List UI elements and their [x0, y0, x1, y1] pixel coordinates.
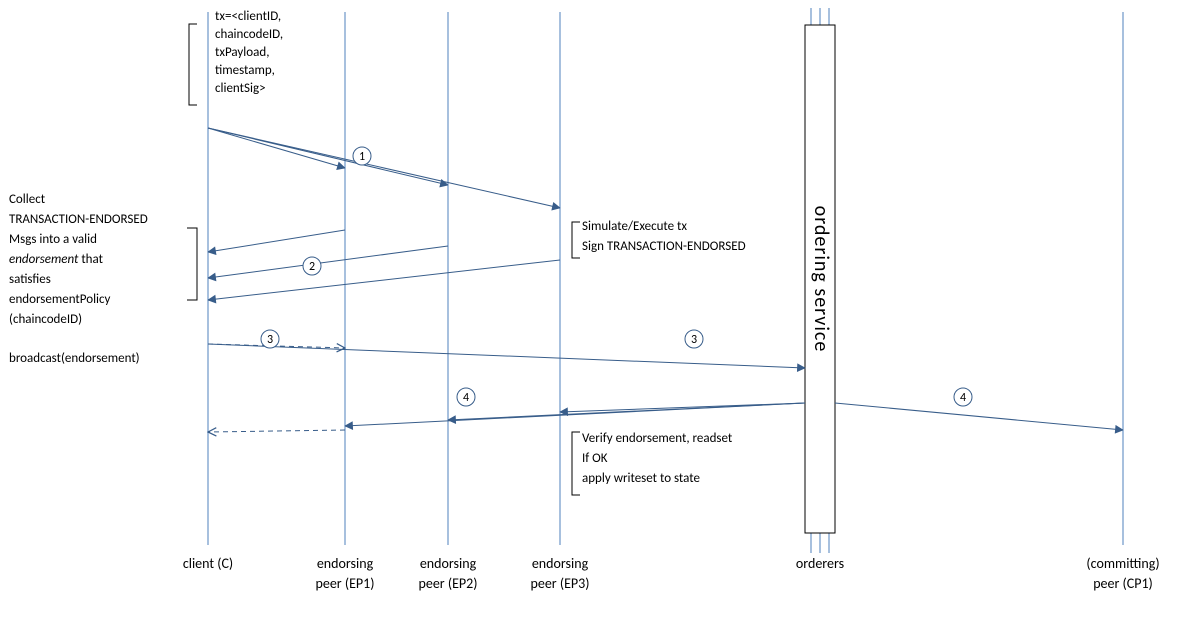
ordering-service-label: ordering service — [809, 206, 833, 353]
collect-note-bracket — [187, 228, 197, 300]
message-arrow-3 — [208, 230, 345, 252]
tx-note-line-4: clientSig> — [215, 81, 266, 96]
participant-label-ep1-l1: endorsing — [317, 555, 374, 572]
collect-note-line-0: Collect — [9, 192, 46, 207]
collect-note-line-4: satisfies — [9, 272, 51, 287]
participant-label-ep2-l2: peer (EP2) — [419, 575, 478, 592]
collect-note-line-6: (chaincodeID) — [9, 312, 82, 327]
broadcast-label: broadcast(endorsement) — [9, 351, 140, 366]
message-arrow-11 — [208, 430, 345, 432]
message-arrow-5 — [208, 260, 560, 300]
participant-labels: client (C) endorsing peer (EP1) endorsing pe… — [183, 555, 1160, 592]
tx-note-line-0: tx=<clientID, — [215, 9, 281, 24]
annotation-notes: tx=<clientID, chaincodeID, txPayload, times… — [9, 9, 746, 495]
message-arrow-7 — [208, 344, 805, 368]
message-arrow-2 — [208, 128, 560, 208]
tx-note-line-3: timestamp, — [215, 63, 275, 78]
participant-label-ep3-l2: peer (EP3) — [531, 575, 590, 592]
participant-label-cp1-l2: peer (CP1) — [1093, 575, 1153, 592]
message-arrow-0 — [208, 128, 345, 168]
participant-label-client-l1: client (C) — [183, 555, 233, 572]
participant-label-orderers-l1: orderers — [796, 555, 844, 572]
tx-note-line-1: chaincodeID, — [215, 27, 283, 42]
step-label-s4a: 4 — [463, 391, 469, 405]
collect-note-line-3: endorsement that — [9, 252, 104, 267]
step-markers: 1 2 3 3 4 4 — [261, 147, 972, 406]
step-label-s2: 2 — [309, 260, 315, 274]
collect-note-line-2: Msgs into a valid — [9, 232, 97, 247]
step-label-s1: 1 — [359, 150, 365, 164]
message-arrow-4 — [208, 246, 448, 278]
participant-label-ep1-l2: peer (EP1) — [316, 575, 375, 592]
step-label-s4b: 4 — [960, 391, 966, 405]
tx-note-line-2: txPayload, — [215, 45, 269, 60]
step-label-s3a: 3 — [267, 333, 273, 347]
lifelines-group — [208, 12, 1123, 545]
verify-note-line-2: apply writeset to state — [582, 471, 700, 486]
simulate-note-line-1: Sign TRANSACTION-ENDORSED — [582, 239, 746, 254]
verify-note-line-0: Verify endorsement, readset — [582, 431, 733, 446]
step-label-s3b: 3 — [691, 333, 697, 347]
simulate-note-line-0: Simulate/Execute tx — [582, 219, 687, 234]
message-arrow-10 — [345, 403, 805, 426]
ordering-service-box: ordering service — [805, 25, 835, 533]
verify-note-bracket — [572, 432, 580, 495]
tx-note-bracket — [189, 24, 197, 105]
collect-note-line-5: endorsementPolicy — [9, 292, 111, 307]
participant-label-cp1-l1: (committing) — [1086, 555, 1159, 572]
message-arrow-12 — [835, 403, 1123, 430]
verify-note-line-1: If OK — [582, 451, 608, 466]
participant-label-ep3-l1: endorsing — [532, 555, 589, 572]
collect-note-line-1: TRANSACTION-ENDORSED — [9, 212, 148, 227]
participant-label-ep2-l1: endorsing — [420, 555, 477, 572]
simulate-note-bracket — [572, 222, 580, 258]
